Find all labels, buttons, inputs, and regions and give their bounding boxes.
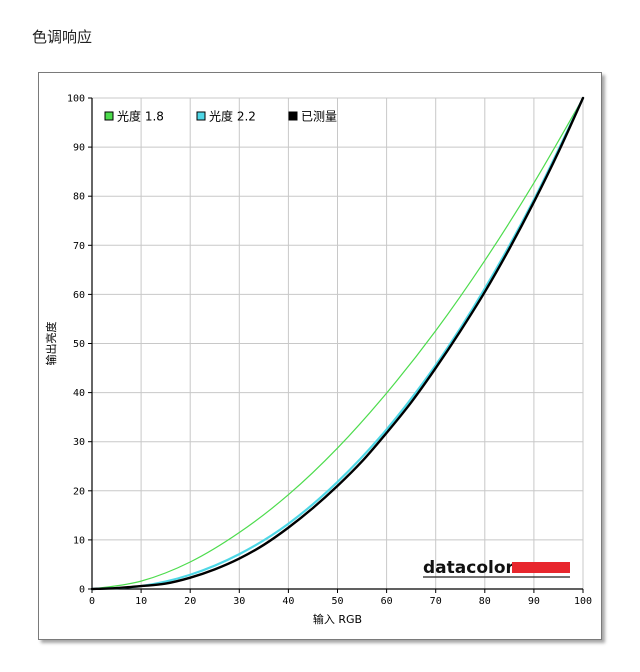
- y-tick-label: 60: [73, 290, 85, 301]
- legend-label-3: 已测量: [301, 110, 337, 124]
- y-tick-label: 70: [73, 241, 85, 252]
- x-tick-label: 20: [184, 596, 196, 607]
- logo-red-bar: [512, 562, 570, 573]
- legend-label-2: 光度 2.2: [209, 109, 256, 124]
- legend-swatch-1: [104, 111, 114, 121]
- y-axis-label: 输出亮度: [44, 322, 58, 366]
- x-axis-label: 输入 RGB: [313, 612, 362, 626]
- page-title: 色调响应: [32, 28, 93, 46]
- legend-swatch-2: [196, 111, 206, 121]
- x-tick-label: 90: [528, 596, 540, 607]
- x-tick-label: 100: [574, 596, 592, 607]
- axes: [88, 97, 584, 593]
- legend-swatch-3: [288, 111, 298, 121]
- x-tick-label: 10: [135, 596, 147, 607]
- y-tick-label: 40: [73, 388, 85, 399]
- y-tick-label: 0: [79, 585, 85, 596]
- series-line-1: [91, 97, 584, 590]
- chart-frame: 0 10 20 30 40 50 60 70 80 90 100 0 10 20 30 40 50 60 70 80 9…: [38, 72, 602, 640]
- series-line-3: [90, 96, 585, 591]
- legend: 光度 1.8 光度 2.2 已测量: [104, 109, 337, 124]
- y-tick-label: 30: [73, 437, 85, 448]
- y-tick-label: 100: [67, 94, 85, 105]
- x-tick-label: 60: [381, 596, 393, 607]
- logo-text: datacolor: [423, 558, 515, 578]
- x-tick-label: 70: [430, 596, 442, 607]
- tick-labels: 0 10 20 30 40 50 60 70 80 90 100 0 10 20 30 40 50 60 70 80 9…: [67, 94, 592, 608]
- y-tick-label: 90: [73, 143, 85, 154]
- y-tick-label: 50: [73, 339, 85, 350]
- x-tick-label: 50: [331, 596, 343, 607]
- y-tick-label: 10: [73, 535, 85, 546]
- x-tick-label: 40: [282, 596, 294, 607]
- tone-response-chart: 0 10 20 30 40 50 60 70 80 90 100 0 10 20 30 40 50 60 70 80 9…: [44, 94, 592, 627]
- grid: [92, 97, 584, 589]
- legend-label-1: 光度 1.8: [117, 109, 164, 124]
- y-tick-label: 20: [73, 486, 85, 497]
- x-tick-label: 80: [479, 596, 491, 607]
- series-line-2: [90, 96, 585, 591]
- y-tick-label: 80: [73, 192, 85, 203]
- x-tick-label: 0: [89, 596, 95, 607]
- x-tick-label: 30: [233, 596, 245, 607]
- series-lines: [90, 96, 585, 591]
- datacolor-logo: datacolor: [423, 558, 570, 578]
